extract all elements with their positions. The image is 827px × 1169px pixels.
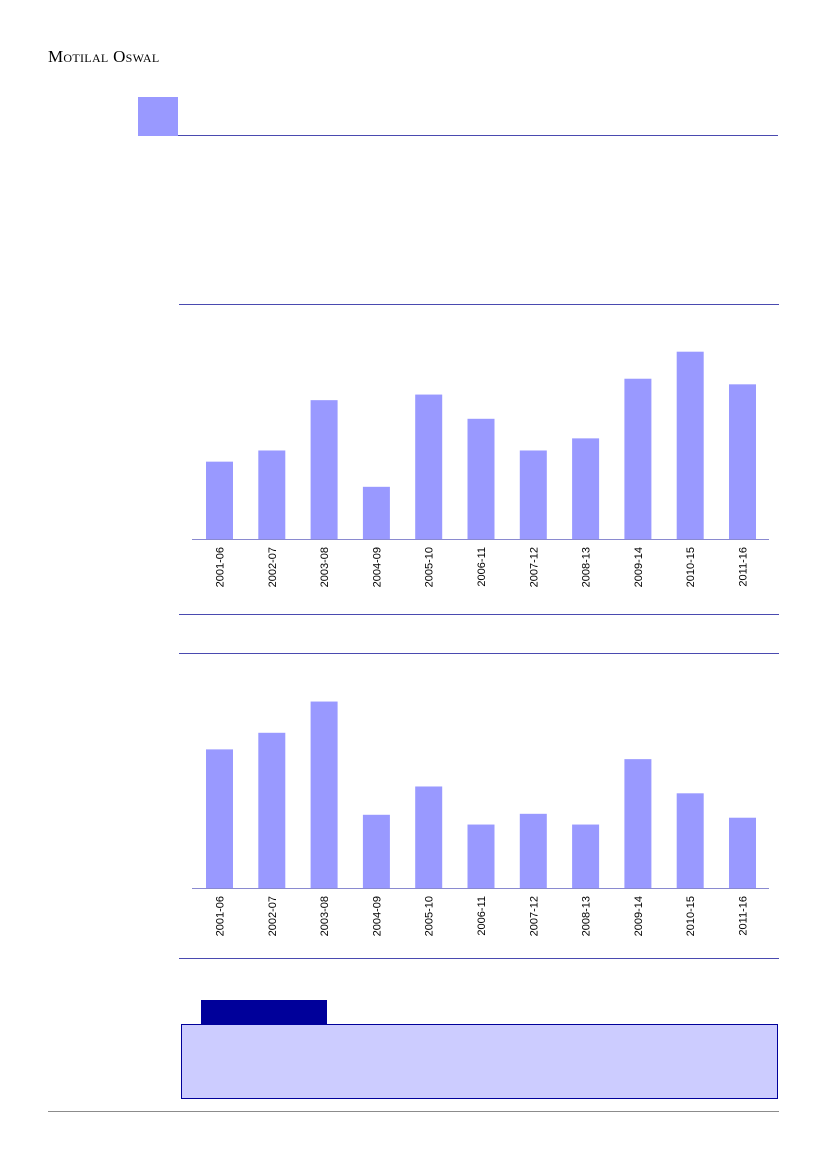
chart-1-tick-label: 2009-14 bbox=[633, 547, 645, 587]
chart-1-tick-label: 2008-13 bbox=[581, 547, 593, 587]
note-tab bbox=[201, 1000, 327, 1024]
chart-1-bar-2003-08 bbox=[310, 400, 338, 539]
chart-1-tick-label: 2004-09 bbox=[371, 547, 383, 587]
footer-rule bbox=[48, 1111, 779, 1112]
chart-2-bar-2004-09 bbox=[362, 814, 390, 888]
chart-2-bar-2005-10 bbox=[415, 786, 443, 888]
chart-1-bar-2001-06 bbox=[206, 461, 233, 539]
chart-1-tick-label: 2011-16 bbox=[738, 547, 750, 587]
section-rule bbox=[178, 135, 778, 136]
chart-1-tick-label: 2007-12 bbox=[528, 547, 540, 587]
chart-2-top-rule bbox=[179, 653, 779, 654]
chart-2-svg: 2001-06 2002-07 2003-08 2004-09 2005-10 2006-… bbox=[192, 701, 769, 936]
brand-logo: Motilal Oswal bbox=[48, 47, 160, 66]
chart-1-top-rule bbox=[179, 304, 779, 305]
chart-2-bar-2003-08 bbox=[310, 701, 338, 888]
chart-2-tick-label: 2002-07 bbox=[267, 896, 279, 936]
chart-2-tick-label: 2009-14 bbox=[633, 896, 645, 936]
chart-1-bottom-rule bbox=[179, 614, 779, 615]
chart-2-bar-2010-15 bbox=[676, 793, 704, 888]
chart-1-bar-2006-11 bbox=[467, 418, 495, 539]
chart-1-bar-2009-14 bbox=[624, 378, 652, 539]
chart-2-tick-label: 2003-08 bbox=[319, 896, 331, 936]
chart-1-bar-2005-10 bbox=[415, 394, 443, 539]
chart-2-tick-label: 2011-16 bbox=[738, 896, 750, 936]
chart-1-bar-2004-09 bbox=[362, 486, 390, 539]
chart-1-tick-label: 2005-10 bbox=[424, 547, 436, 587]
chart-1-bar-2007-12 bbox=[519, 450, 547, 539]
chart-2-bar-2009-14 bbox=[624, 759, 652, 888]
chart-2-tick-label: 2006-11 bbox=[476, 896, 488, 936]
chart-2-bar-2002-07 bbox=[258, 732, 286, 888]
chart-1-bar-2008-13 bbox=[572, 438, 600, 539]
chart-2-bar-2008-13 bbox=[572, 824, 600, 888]
chart-1-bar-2011-16 bbox=[729, 384, 756, 539]
chart-2-bar-2001-06 bbox=[206, 749, 233, 888]
chart-2-bottom-rule bbox=[179, 958, 779, 959]
chart-2-tick-label: 2004-09 bbox=[371, 896, 383, 936]
chart-1-tick-label: 2001-06 bbox=[215, 547, 227, 587]
chart-1-bar-2002-07 bbox=[258, 450, 286, 539]
section-marker bbox=[138, 97, 178, 136]
chart-2-tick-label: 2007-12 bbox=[528, 896, 540, 936]
chart-2: 2001-06 2002-07 2003-08 2004-09 2005-10 2006-… bbox=[179, 654, 779, 964]
chart-1-svg: 2001-06 2002-07 2003-08 2004-09 2005-10 2006-… bbox=[192, 351, 769, 587]
chart-2-tick-label: 2005-10 bbox=[424, 896, 436, 936]
chart-1-tick-label: 2003-08 bbox=[319, 547, 331, 587]
chart-1-tick-label: 2006-11 bbox=[476, 547, 488, 587]
chart-2-bar-2011-16 bbox=[729, 817, 756, 888]
chart-1: 2001-06 2002-07 2003-08 2004-09 2005-10 2006-… bbox=[179, 305, 779, 615]
chart-1-tick-label: 2002-07 bbox=[267, 547, 279, 587]
chart-1-bar-2010-15 bbox=[676, 351, 704, 539]
chart-2-bar-2007-12 bbox=[519, 813, 547, 888]
chart-2-tick-label: 2008-13 bbox=[581, 896, 593, 936]
chart-1-tick-label: 2010-15 bbox=[685, 547, 697, 587]
chart-2-tick-label: 2010-15 bbox=[685, 896, 697, 936]
chart-2-tick-label: 2001-06 bbox=[215, 896, 227, 936]
note-box bbox=[181, 1024, 778, 1099]
chart-2-bar-2006-11 bbox=[467, 824, 495, 888]
